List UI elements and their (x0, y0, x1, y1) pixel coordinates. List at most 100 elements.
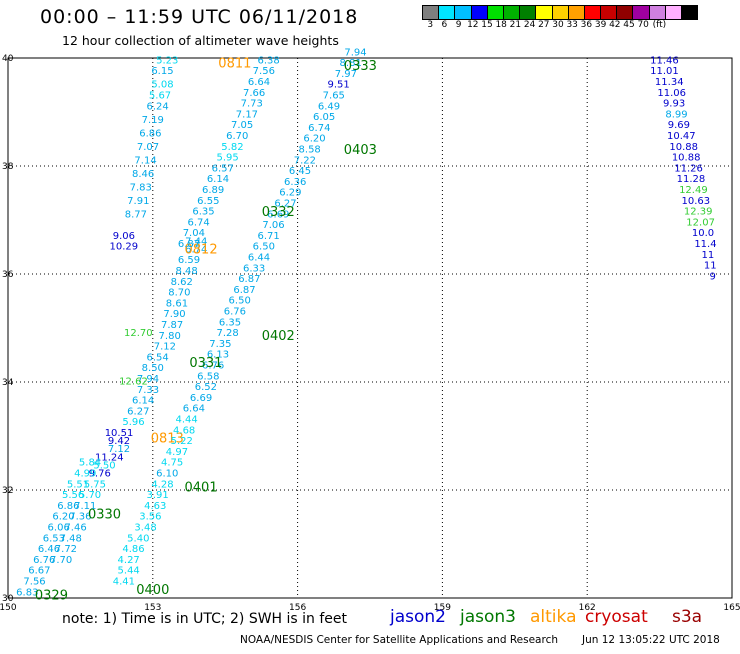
pass-time-label: 0402 (262, 329, 295, 344)
wave-height-value: 7.72 (55, 544, 77, 555)
wave-height-value: 7.70 (50, 555, 72, 566)
color-scale-bar (422, 5, 699, 20)
wave-height-value: 6.74 (188, 217, 210, 228)
wave-height-value: 4.41 (113, 577, 135, 588)
pass-time-label: 0332 (262, 205, 295, 220)
pass-time-label: 0813 (151, 432, 184, 447)
pass-time-label: 0400 (136, 583, 169, 598)
wave-height-value: 6.44 (248, 253, 270, 264)
wave-height-value: 7.06 (262, 220, 284, 231)
wave-height-value: 11.46 (650, 55, 679, 66)
wave-height-value: 6.15 (151, 66, 173, 77)
wave-height-value: 6.14 (207, 174, 229, 185)
wave-height-value: 5.44 (118, 566, 140, 577)
wave-height-value: 5.56 (62, 490, 84, 501)
wave-height-value: 6.64 (248, 77, 270, 88)
wave-height-value: 6.67 (28, 566, 50, 577)
wave-height-value: 9.69 (668, 120, 690, 131)
wave-height-value: 6.36 (284, 177, 306, 188)
wave-height-value: 7.12 (108, 444, 130, 455)
wave-height-value: 7.17 (236, 109, 258, 120)
x-tick-label: 159 (434, 603, 451, 613)
wave-height-value: 4.27 (118, 555, 140, 566)
wave-height-value: 8.58 (299, 145, 321, 156)
wave-height-value: 6.49 (318, 101, 340, 112)
chart-title: 00:00 – 11:59 UTC 06/11/2018 (40, 6, 359, 28)
pass-time-label: 0811 (218, 56, 251, 71)
wave-height-value: 7.65 (323, 91, 345, 102)
wave-height-value: 4.44 (175, 415, 197, 426)
y-tick-label: 32 (2, 486, 13, 496)
wave-height-value: 6.46 (38, 544, 60, 555)
wave-height-value: 6.74 (308, 123, 330, 134)
color-scale-label: 45 (623, 20, 635, 30)
y-tick-label: 30 (2, 594, 14, 604)
color-scale-label: 36 (580, 20, 593, 30)
wave-height-value: 7.83 (130, 182, 152, 193)
wave-height-value: 10.0 (692, 228, 714, 239)
color-scale-label: 9 (455, 20, 462, 30)
legend-item-altika: altika (530, 607, 577, 627)
wave-height-value: 8.61 (166, 298, 188, 309)
color-swatch (681, 5, 699, 20)
wave-height-value: 11.24 (95, 452, 124, 463)
legend-item-jason2: jason2 (390, 607, 446, 627)
wave-height-value: 10.63 (681, 196, 710, 207)
wave-height-value: 11 (704, 261, 717, 272)
pass-time-label: 0812 (185, 243, 218, 258)
wave-height-value: 5.51 (67, 479, 89, 490)
wave-height-value: 6.58 (197, 371, 219, 382)
color-scale-label: 3 (427, 20, 434, 30)
wave-height-value: 4.97 (166, 447, 188, 458)
wave-height-value: 6.86 (57, 501, 79, 512)
wave-height-value: 7.44 (185, 236, 207, 247)
wave-height-value: 6.10 (156, 469, 178, 480)
color-scale-label: 15 (481, 20, 493, 30)
color-scale-label: 18 (495, 20, 507, 30)
pass-time-label: 0401 (185, 480, 218, 495)
wave-height-value: 7.66 (243, 88, 265, 99)
wave-height-value: 6.50 (253, 242, 275, 253)
wave-height-value: 6.20 (303, 134, 325, 145)
wave-height-value: 6.87 (178, 239, 200, 250)
wave-height-value: 5.96 (122, 417, 144, 428)
color-scale-label: (ft) (652, 20, 667, 30)
wave-height-value: 7.07 (137, 142, 159, 153)
wave-height-value: 8.46 (132, 169, 154, 180)
wave-height-value: 6.57 (212, 163, 234, 174)
wave-height-value: 6.14 (132, 396, 154, 407)
wave-height-value: 11.26 (674, 163, 703, 174)
wave-height-value: 7.36 (69, 512, 91, 523)
color-scale-label: 33 (566, 20, 578, 30)
x-tick-label: 162 (579, 603, 596, 613)
wave-height-value: 6.50 (229, 296, 251, 307)
color-scale-label: 12 (467, 20, 479, 30)
wave-height-value: 6.13 (207, 350, 229, 361)
wave-height-value: 11.4 (694, 239, 716, 250)
wave-height-value: 7.35 (209, 339, 231, 350)
wave-height-value: 8.50 (142, 363, 164, 374)
wave-height-value: 3.48 (134, 523, 156, 534)
pass-time-label: 0333 (344, 59, 377, 74)
wave-height-value: 6.70 (226, 131, 248, 142)
wave-height-value: 4.63 (144, 501, 166, 512)
wave-height-value: 7.90 (163, 309, 185, 320)
wave-height-value: 7.87 (161, 320, 183, 331)
chart-subtitle: 12 hour collection of altimeter wave hei… (62, 33, 339, 48)
wave-height-value: 5.22 (171, 436, 193, 447)
color-scale-label: 70 (637, 20, 649, 30)
wave-height-value: 10.47 (667, 131, 696, 142)
wave-height-value: 4.75 (161, 458, 183, 469)
wave-height-value: 6.20 (52, 512, 74, 523)
wave-height-value: 6.35 (219, 317, 241, 328)
x-tick-label: 165 (723, 603, 740, 613)
wave-height-value: 7.46 (64, 523, 86, 534)
color-scale-label: 6 (441, 20, 448, 30)
wave-height-value: 5.67 (149, 91, 171, 102)
wave-height-value: 7.04 (183, 228, 205, 239)
wave-height-value: 6.54 (146, 352, 168, 363)
wave-height-value: 5.95 (216, 153, 238, 164)
wave-height-value: 7.19 (142, 115, 164, 126)
wave-height-value: 7.91 (127, 196, 149, 207)
wave-height-value: 6.69 (267, 209, 289, 220)
